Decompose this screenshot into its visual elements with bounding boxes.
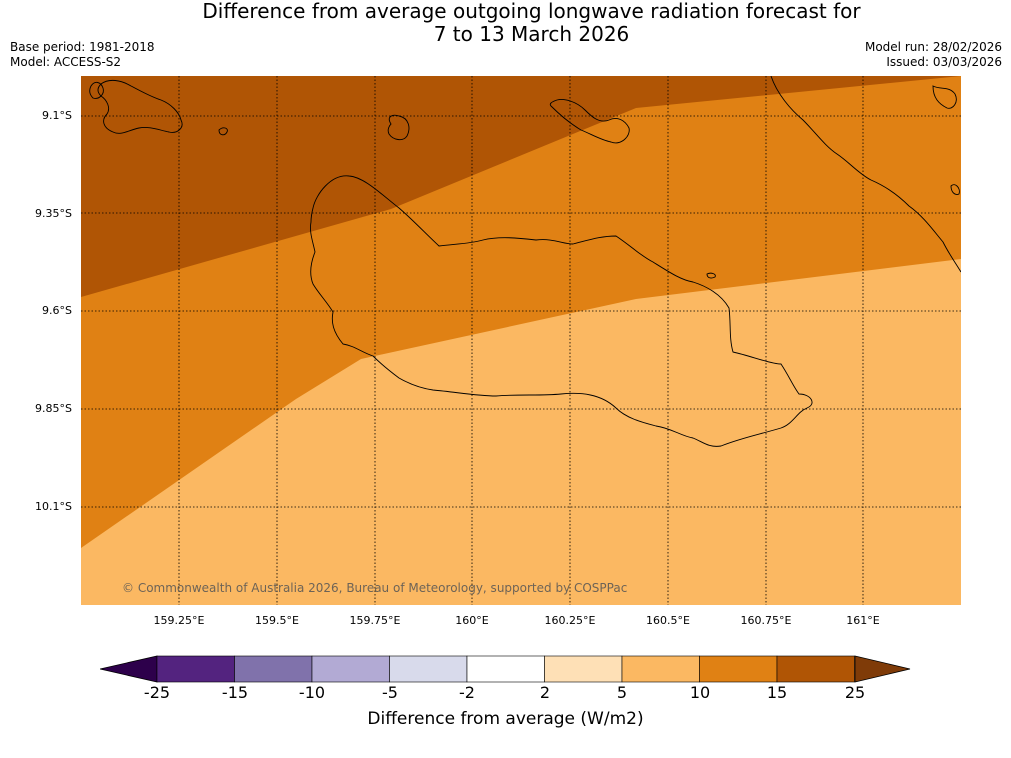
colorbar-extend-high xyxy=(854,655,911,683)
lon-label-159-5: 159.5°E xyxy=(255,614,299,627)
colorbar-tick-15: 15 xyxy=(766,683,788,702)
lon-label-159-75: 159.75°E xyxy=(349,614,401,627)
lon-label-161: 161°E xyxy=(846,614,880,627)
colorbar-segment xyxy=(776,655,855,683)
issued-date: Issued: 03/03/2026 xyxy=(886,55,1002,69)
coastline-nggela xyxy=(89,81,104,99)
coastline-islet-east xyxy=(950,184,960,195)
coastline-small-islet-2 xyxy=(706,272,716,279)
colorbar-segment xyxy=(234,655,313,683)
colorbar-extend-low xyxy=(100,655,158,683)
lat-label-9-6: 9.6°S xyxy=(42,304,72,317)
colorbar-label: Difference from average (W/m2) xyxy=(367,709,644,729)
map-svg xyxy=(81,75,962,605)
colorbar-tick-neg5: -5 xyxy=(382,683,398,702)
lat-label-10-1: 10.1°S xyxy=(35,500,72,513)
meta-left: Base period: 1981-2018 Model: ACCESS-S2 xyxy=(10,40,155,70)
colorbar-segment xyxy=(621,655,700,683)
lon-label-160: 160°E xyxy=(455,614,489,627)
coastline-malaita-south xyxy=(549,99,630,144)
colorbar-tick-2: 2 xyxy=(539,683,551,702)
colorbar-tick-neg25: -25 xyxy=(143,683,171,702)
colorbar-tick-5: 5 xyxy=(616,683,628,702)
colorbar-tick-neg2: -2 xyxy=(459,683,475,702)
coastline-malaita-north xyxy=(770,75,962,273)
lat-label-9-85: 9.85°S xyxy=(35,402,72,415)
title-line-1: Difference from average outgoing longwav… xyxy=(202,0,861,23)
coastline-guadalcanal xyxy=(310,175,813,447)
colorbar-segments xyxy=(156,655,855,683)
zone-15-to-25 xyxy=(81,76,961,297)
title-line-2: 7 to 13 March 2026 xyxy=(433,22,630,46)
colorbar-segment xyxy=(311,655,390,683)
gridlines xyxy=(81,76,961,605)
coastlines xyxy=(89,75,962,447)
lon-label-160-25: 160.25°E xyxy=(544,614,596,627)
coastline-florida-islands xyxy=(97,79,183,134)
colorbar-segment xyxy=(156,655,235,683)
coastline-small-islet-1 xyxy=(218,127,228,136)
map-panel xyxy=(81,75,962,605)
copyright-notice: © Commonwealth of Australia 2026, Bureau… xyxy=(122,581,628,595)
colorbar-segment xyxy=(466,655,545,683)
colorbar xyxy=(100,655,911,683)
colorbar-tick-10: 10 xyxy=(689,683,711,702)
lat-label-9-35: 9.35°S xyxy=(35,207,72,220)
coastline-savo xyxy=(387,114,410,141)
coastline-makira-tip xyxy=(932,85,957,109)
chart-title: Difference from average outgoing longwav… xyxy=(0,0,1011,46)
colorbar-segment xyxy=(544,655,623,683)
meta-right: Model run: 28/02/2026 Issued: 03/03/2026 xyxy=(865,40,1002,70)
lon-label-159-25: 159.25°E xyxy=(153,614,205,627)
model-run: Model run: 28/02/2026 xyxy=(864,40,1002,54)
lat-label-9-1: 9.1°S xyxy=(42,109,72,122)
colorbar-tick-25: 25 xyxy=(844,683,866,702)
colorbar-tick-neg15: -15 xyxy=(221,683,249,702)
lon-label-160-75: 160.75°E xyxy=(740,614,792,627)
colorbar-tick-neg10: -10 xyxy=(298,683,326,702)
base-period: Base period: 1981-2018 xyxy=(10,40,155,54)
model-name: Model: ACCESS-S2 xyxy=(10,55,122,69)
colorbar-segment xyxy=(389,655,468,683)
lon-label-160-5: 160.5°E xyxy=(646,614,690,627)
colorbar-segment xyxy=(699,655,778,683)
